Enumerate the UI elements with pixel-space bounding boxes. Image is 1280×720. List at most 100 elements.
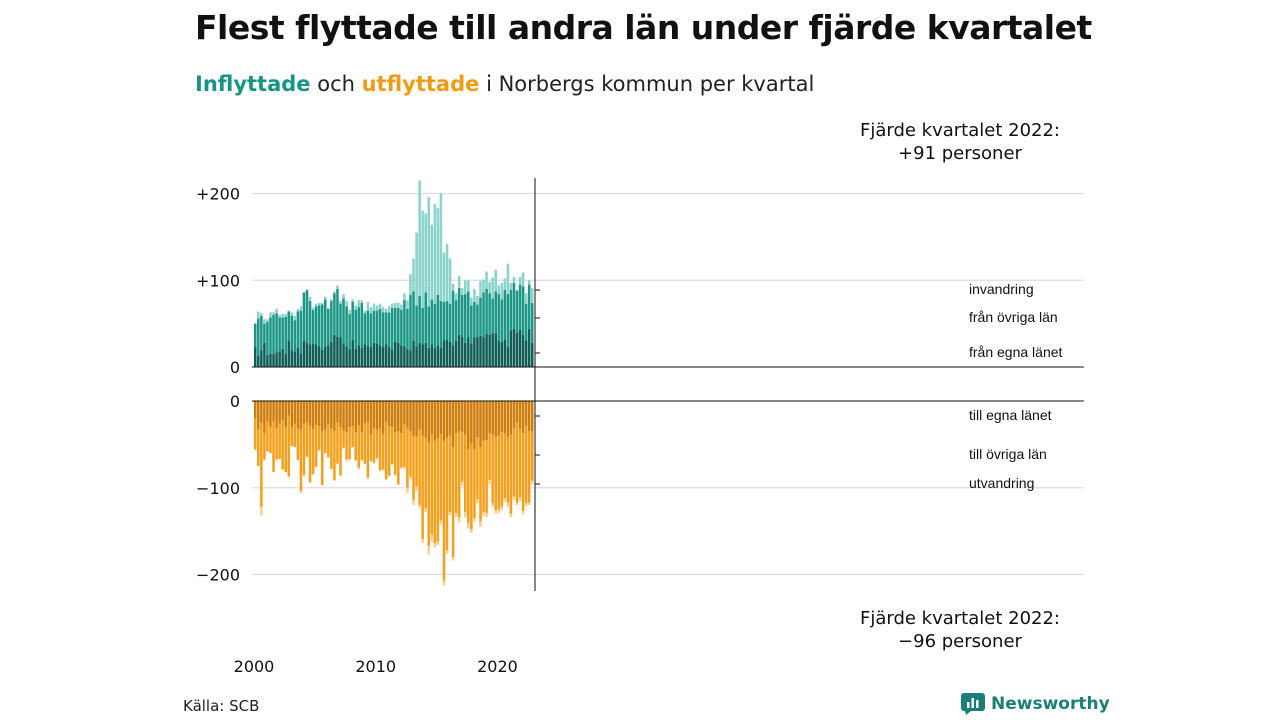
bar-outflow-segment [345,432,348,460]
bar-inflow-segment [485,271,488,289]
bar-inflow-segment [527,328,531,367]
bar-inflow-segment [524,293,528,304]
bar-inflow-segment [305,342,309,367]
bar-inflow-segment [336,288,339,337]
bar-outflow-segment [424,401,427,438]
bar-inflow-segment [503,278,507,290]
bar-inflow-segment [257,355,260,367]
bar-inflow-segment [448,341,452,367]
bar-inflow-segment [451,345,455,367]
bar-outflow-segment [460,401,464,433]
bar-inflow-segment [327,308,330,309]
bar-outflow-segment [394,401,397,433]
bar-outflow-segment [503,401,507,434]
bar-outflow-segment [360,432,364,460]
bar-outflow-segment [427,401,431,443]
bar-outflow-segment [464,434,467,513]
bar-inflow-segment [378,303,382,309]
bar-outflow-segment [275,427,278,460]
annotation-top-line2: +91 personer [898,143,1022,164]
bar-inflow-segment [397,308,400,343]
bar-outflow-segment [302,401,306,424]
bar-outflow-segment [372,462,376,464]
bar-outflow-segment [442,401,446,441]
bar-inflow-segment [524,340,528,368]
bar-outflow-segment [354,459,357,461]
bar-inflow-segment [314,303,318,307]
bar-outflow-segment [421,435,424,539]
bar-inflow-segment [403,346,406,367]
bar-outflow-segment [363,463,367,465]
bar-outflow-segment [418,505,421,508]
bar-inflow-segment [299,310,303,354]
bar-outflow-segment [494,436,497,511]
bar-outflow-segment [317,401,321,427]
bar-outflow-segment [409,476,412,480]
bar-inflow-segment [384,344,388,367]
bar-inflow-segment [506,263,510,295]
bar-inflow-segment [390,349,394,367]
bar-inflow-segment [527,280,531,285]
bar-inflow-segment [387,306,391,313]
bar-outflow-segment [497,509,501,513]
bar-inflow-segment [445,243,449,302]
bar-inflow-segment [482,337,485,367]
bar-inflow-segment [521,286,525,335]
bar-outflow-segment [457,401,461,432]
bar-inflow-segment [415,305,418,347]
bar-outflow-segment [436,438,440,542]
bar-inflow-segment [266,321,269,355]
bar-outflow-segment [491,503,494,507]
bar-inflow-segment [266,354,269,368]
bar-outflow-segment [272,401,275,422]
bar-outflow-segment [445,401,449,438]
bar-inflow-segment [330,301,333,342]
bar-inflow-segment [424,342,427,367]
bar-outflow-segment [394,474,397,476]
bar-inflow-segment [324,347,327,367]
bar-inflow-segment [257,318,260,356]
bar-inflow-segment [284,316,287,354]
bar-inflow-segment [530,302,534,343]
bar-inflow-segment [427,196,431,307]
bar-outflow-segment [378,427,382,471]
bar-outflow-segment [287,415,291,477]
bar-inflow-segment [260,350,263,367]
bar-inflow-segment [272,312,275,315]
bar-inflow-segment [406,300,409,309]
bar-outflow-segment [372,428,376,463]
bar-inflow-segment [275,308,278,314]
bar-inflow-segment [473,337,476,367]
bar-inflow-segment [351,301,354,341]
bar-outflow-segment [412,435,415,500]
bar-inflow-segment [330,299,333,302]
bar-inflow-segment [324,299,327,348]
bar-outflow-segment [397,401,400,432]
bar-inflow-segment [324,296,327,300]
bar-outflow-segment [390,401,394,428]
bar-inflow-segment [430,299,434,345]
bar-outflow-segment [439,433,443,521]
bar-inflow-segment [400,345,403,367]
bar-inflow-segment [400,304,403,310]
bar-outflow-segment [397,431,400,485]
bar-outflow-segment [409,431,412,477]
bar-outflow-segment [305,422,309,457]
bar-outflow-segment [387,401,391,427]
brand: Newsworthy [961,693,1110,715]
bar-outflow-segment [327,401,330,424]
bar-inflow-segment [387,312,391,348]
bar-inflow-segment [390,308,394,350]
bar-inflow-segment [375,305,379,311]
bar-inflow-segment [521,272,525,287]
bar-inflow-segment [354,309,357,349]
bar-inflow-segment [491,333,494,367]
bar-outflow-segment [406,401,409,428]
bar-inflow-segment [433,203,437,304]
bar-inflow-segment [464,294,467,343]
bar-inflow-segment [515,290,519,333]
bar-inflow-segment [363,310,367,314]
bar-inflow-segment [320,304,324,350]
bar-inflow-segment [257,311,260,319]
bar-outflow-segment [293,423,297,447]
